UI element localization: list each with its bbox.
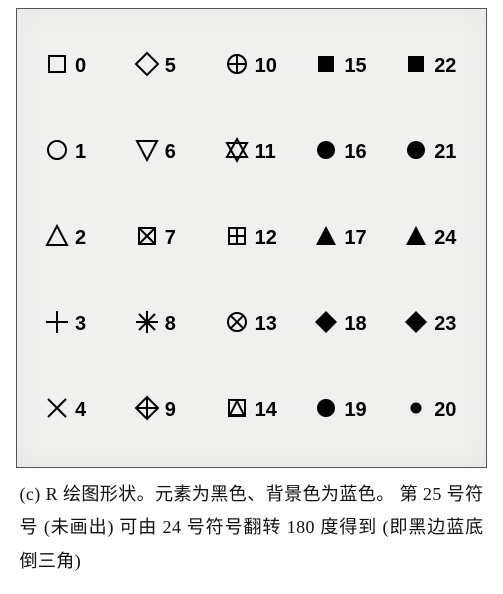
symbol-cell: 0 — [27, 23, 117, 109]
symbol-number-label: 3 — [75, 313, 86, 336]
symbol-cell: 3 — [27, 281, 117, 367]
symbol-number-label: 2 — [75, 227, 86, 250]
symbol-number-label: 22 — [434, 55, 456, 78]
triangle-up-filled-icon — [404, 224, 428, 253]
symbol-cell: 5 — [117, 23, 207, 109]
circle-filled-icon — [404, 138, 428, 167]
symbol-cell: 4 — [27, 367, 117, 453]
symbol-number-label: 23 — [434, 313, 456, 336]
symbol-number-label: 15 — [344, 55, 366, 78]
circle-filled-icon — [314, 138, 338, 167]
square-filled-icon — [404, 52, 428, 81]
star-of-david-icon — [225, 138, 249, 167]
symbol-number-label: 17 — [344, 227, 366, 250]
symbol-number-label: 20 — [434, 399, 456, 422]
symbol-number-label: 8 — [165, 313, 176, 336]
symbol-number-label: 13 — [255, 313, 277, 336]
caption-line-1: (c) R 绘图形状。元素为黑色、背景色为蓝色。 — [20, 484, 395, 504]
symbol-number-label: 12 — [255, 227, 277, 250]
asterisk-icon — [135, 310, 159, 339]
caption: (c) R 绘图形状。元素为黑色、背景色为蓝色。 第 25 号符号 (未画出) … — [20, 478, 484, 578]
symbol-number-label: 10 — [255, 55, 277, 78]
symbol-cell: 1 — [27, 109, 117, 195]
diamond-filled-icon — [314, 310, 338, 339]
symbol-number-label: 4 — [75, 399, 86, 422]
symbol-cell: 15 — [296, 23, 386, 109]
x-icon — [45, 396, 69, 425]
triangle-up-filled-icon — [314, 224, 338, 253]
symbol-cell: 20 — [386, 367, 476, 453]
symbol-cell: 9 — [117, 367, 207, 453]
symbol-number-label: 24 — [434, 227, 456, 250]
symbol-number-label: 19 — [344, 399, 366, 422]
symbol-number-label: 16 — [344, 141, 366, 164]
triangle-down-open-icon — [135, 138, 159, 167]
symbol-cell: 18 — [296, 281, 386, 367]
symbol-cell: 8 — [117, 281, 207, 367]
square-plus-icon — [225, 224, 249, 253]
symbol-number-label: 6 — [165, 141, 176, 164]
symbol-number-label: 1 — [75, 141, 86, 164]
symbol-number-label: 7 — [165, 227, 176, 250]
symbol-cell: 21 — [386, 109, 476, 195]
symbol-number-label: 5 — [165, 55, 176, 78]
symbol-cell: 22 — [386, 23, 476, 109]
symbol-cell: 24 — [386, 195, 476, 281]
symbol-cell: 2 — [27, 195, 117, 281]
circle-filled-small-icon — [404, 396, 428, 425]
circle-plus-icon — [225, 52, 249, 81]
symbol-number-label: 9 — [165, 399, 176, 422]
symbol-cell: 19 — [296, 367, 386, 453]
symbol-cell: 10 — [207, 23, 297, 109]
diamond-open-icon — [135, 52, 159, 81]
diamond-filled-icon — [404, 310, 428, 339]
symbol-cell: 14 — [207, 367, 297, 453]
symbol-number-label: 11 — [255, 141, 276, 164]
symbol-cell: 6 — [117, 109, 207, 195]
symbol-cell: 16 — [296, 109, 386, 195]
circle-x-icon — [225, 310, 249, 339]
circle-open-icon — [45, 138, 69, 167]
symbol-number-label: 0 — [75, 55, 86, 78]
symbol-number-label: 21 — [434, 141, 456, 164]
square-x-icon — [135, 224, 159, 253]
symbol-cell: 7 — [117, 195, 207, 281]
diamond-plus-icon — [135, 396, 159, 425]
symbol-cell: 13 — [207, 281, 297, 367]
symbol-cell: 23 — [386, 281, 476, 367]
square-filled-icon — [314, 52, 338, 81]
symbol-cell: 17 — [296, 195, 386, 281]
symbol-number-label: 14 — [255, 399, 277, 422]
square-open-icon — [45, 52, 69, 81]
plus-icon — [45, 310, 69, 339]
circle-filled-icon — [314, 396, 338, 425]
symbol-cell: 11 — [207, 109, 297, 195]
symbol-number-label: 18 — [344, 313, 366, 336]
symbol-grid: 0510152216111621271217243813182349141920 — [16, 8, 487, 468]
square-triangle-icon — [225, 396, 249, 425]
symbol-cell: 12 — [207, 195, 297, 281]
triangle-up-open-icon — [45, 224, 69, 253]
